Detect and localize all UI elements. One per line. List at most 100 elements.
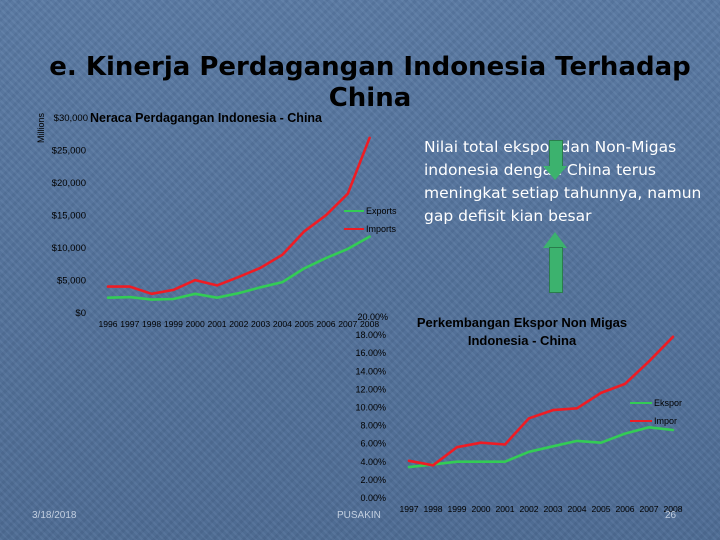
data-point xyxy=(552,409,554,411)
arrow-down-icon xyxy=(543,140,567,180)
footer-date: 3/18/2018 xyxy=(32,510,77,521)
data-point xyxy=(281,254,284,256)
y-tick-label: 6.00% xyxy=(360,439,386,449)
x-tick-label: 2007 xyxy=(639,504,658,514)
y-tick-label: $30,000 xyxy=(54,113,88,124)
data-point xyxy=(216,296,218,299)
data-point xyxy=(624,432,626,435)
x-tick-label: 1997 xyxy=(120,319,139,329)
chart-title: Neraca Perdagangan Indonesia - China xyxy=(90,111,323,125)
y-tick-label: 2.00% xyxy=(360,475,386,485)
x-tick-label: 1996 xyxy=(98,319,117,329)
x-tick-label: 2002 xyxy=(519,504,538,514)
data-point xyxy=(303,230,306,233)
y-tick-label: $15,000 xyxy=(52,211,86,222)
data-point xyxy=(172,289,175,291)
y-tick-label: $10,000 xyxy=(52,243,86,254)
y-tick-label: $5,000 xyxy=(57,276,86,287)
data-point xyxy=(368,137,371,139)
data-point xyxy=(303,267,306,270)
y-tick-label: 4.00% xyxy=(360,457,386,467)
data-point xyxy=(347,192,349,195)
data-point xyxy=(504,460,506,463)
arrow-up-icon xyxy=(543,232,567,294)
x-tick-label: 2008 xyxy=(663,504,682,514)
data-point xyxy=(480,460,482,463)
chart-title: Perkembangan Ekspor Non Migas Indonesia -… xyxy=(417,315,627,348)
legend-label-impor: Impor xyxy=(654,416,677,426)
x-tick-label: 2001 xyxy=(207,319,226,329)
x-tick-label: 2006 xyxy=(615,504,634,514)
x-tick-label: 2007 xyxy=(338,319,357,329)
y-tick-label: 18.00% xyxy=(355,330,386,340)
legend-label-ekspor: Ekspor xyxy=(654,398,682,408)
legend-label-exports: Exports xyxy=(366,206,397,216)
footer-center: PUSAKIN xyxy=(337,510,381,521)
data-point xyxy=(408,460,410,462)
data-point xyxy=(672,336,674,338)
data-point xyxy=(129,285,131,288)
y-axis-label: Millions xyxy=(36,113,46,144)
data-point xyxy=(259,267,262,269)
data-point xyxy=(347,248,349,250)
series-line-impor xyxy=(407,335,675,467)
x-tick-label: 1998 xyxy=(142,319,161,329)
data-point xyxy=(576,407,578,410)
x-tick-label: 2000 xyxy=(471,504,490,514)
data-point xyxy=(624,383,626,385)
data-point xyxy=(238,276,240,278)
data-point xyxy=(576,440,578,442)
y-tick-label: 12.00% xyxy=(355,384,386,394)
slide-title: e. Kinerja Perdagangan Indonesia Terhada… xyxy=(49,52,691,113)
data-point xyxy=(368,235,371,238)
x-tick-label: 1999 xyxy=(164,319,183,329)
x-tick-label: 1997 xyxy=(399,504,418,514)
x-tick-label: 2005 xyxy=(295,319,314,329)
x-tick-label: 2003 xyxy=(251,319,270,329)
data-point xyxy=(194,293,196,295)
x-tick-label: 2006 xyxy=(316,319,335,329)
data-point xyxy=(259,286,262,289)
x-tick-label: 2005 xyxy=(591,504,610,514)
series-line-ekspor xyxy=(407,425,675,469)
y-tick-label: $25,000 xyxy=(52,146,86,157)
data-point xyxy=(648,360,650,363)
x-tick-label: 1998 xyxy=(423,504,442,514)
y-tick-label: 20.00% xyxy=(357,312,388,322)
legend-label-imports: Imports xyxy=(366,224,397,234)
data-point xyxy=(107,296,109,299)
x-tick-label: 2001 xyxy=(495,504,514,514)
data-point xyxy=(672,429,674,431)
data-point xyxy=(194,279,196,281)
data-point xyxy=(325,257,327,259)
x-tick-label: 2004 xyxy=(273,319,292,329)
x-tick-label: 2004 xyxy=(567,504,586,514)
data-point xyxy=(504,443,506,446)
data-point xyxy=(216,284,218,287)
y-tick-label: $20,000 xyxy=(52,178,86,189)
y-tick-label: $0 xyxy=(75,308,86,319)
data-point xyxy=(648,426,650,429)
x-tick-label: 2008 xyxy=(360,319,379,329)
data-point xyxy=(150,293,153,295)
y-tick-label: 16.00% xyxy=(355,348,386,358)
data-point xyxy=(325,214,327,216)
y-tick-label: 10.00% xyxy=(355,403,386,413)
data-point xyxy=(456,446,458,449)
data-point xyxy=(600,441,602,444)
data-point xyxy=(150,298,153,301)
data-point xyxy=(172,298,175,300)
x-tick-label: 2003 xyxy=(543,504,562,514)
y-tick-label: 14.00% xyxy=(355,366,386,376)
y-tick-label: 8.00% xyxy=(360,421,386,431)
data-point xyxy=(600,392,602,394)
y-tick-label: 0.00% xyxy=(360,493,386,503)
data-point xyxy=(238,292,240,294)
data-point xyxy=(456,460,458,463)
x-tick-label: 2000 xyxy=(186,319,205,329)
data-point xyxy=(432,464,434,467)
data-point xyxy=(281,281,284,283)
data-point xyxy=(408,466,410,468)
